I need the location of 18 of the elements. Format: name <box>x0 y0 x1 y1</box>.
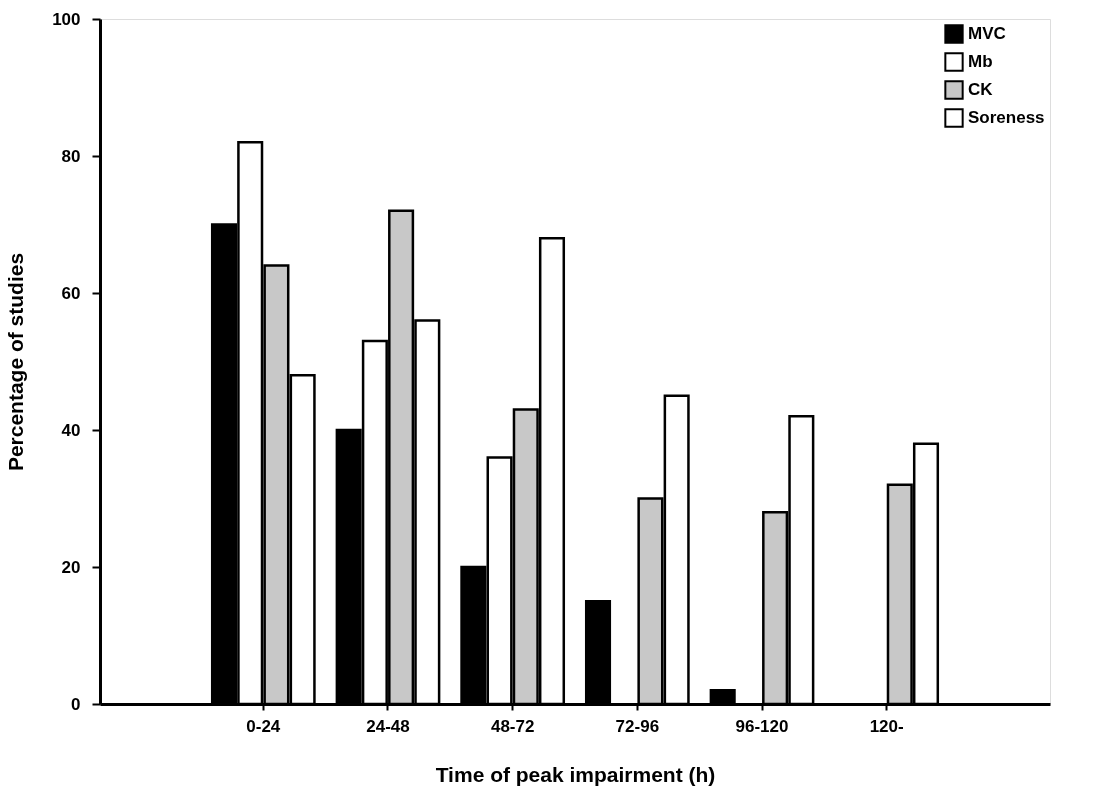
x-tick-label: 24-48 <box>366 716 410 736</box>
y-axis-title: Percentage of studies <box>4 252 28 472</box>
x-tick-label: 120- <box>869 716 904 736</box>
legend-label: Mb <box>968 52 993 71</box>
x-tick-label: 48-72 <box>490 716 535 736</box>
legend-label: MVC <box>968 24 1006 43</box>
x-tick-label: 0-24 <box>246 716 281 736</box>
y-tick-label: 20 <box>61 557 81 577</box>
y-tick-label: 40 <box>61 420 81 440</box>
y-tick-label: 60 <box>61 283 81 303</box>
legend-label: CK <box>968 80 994 99</box>
x-tick-label: 72-96 <box>615 716 660 736</box>
x-axis-title: Time of peak impairment (h) <box>435 762 716 786</box>
legend-label: Soreness <box>968 108 1045 127</box>
y-tick-label: 80 <box>61 146 81 166</box>
y-tick-label: 0 <box>71 694 81 714</box>
y-tick-label: 100 <box>52 9 81 29</box>
x-tick-label: 96-120 <box>735 716 789 736</box>
